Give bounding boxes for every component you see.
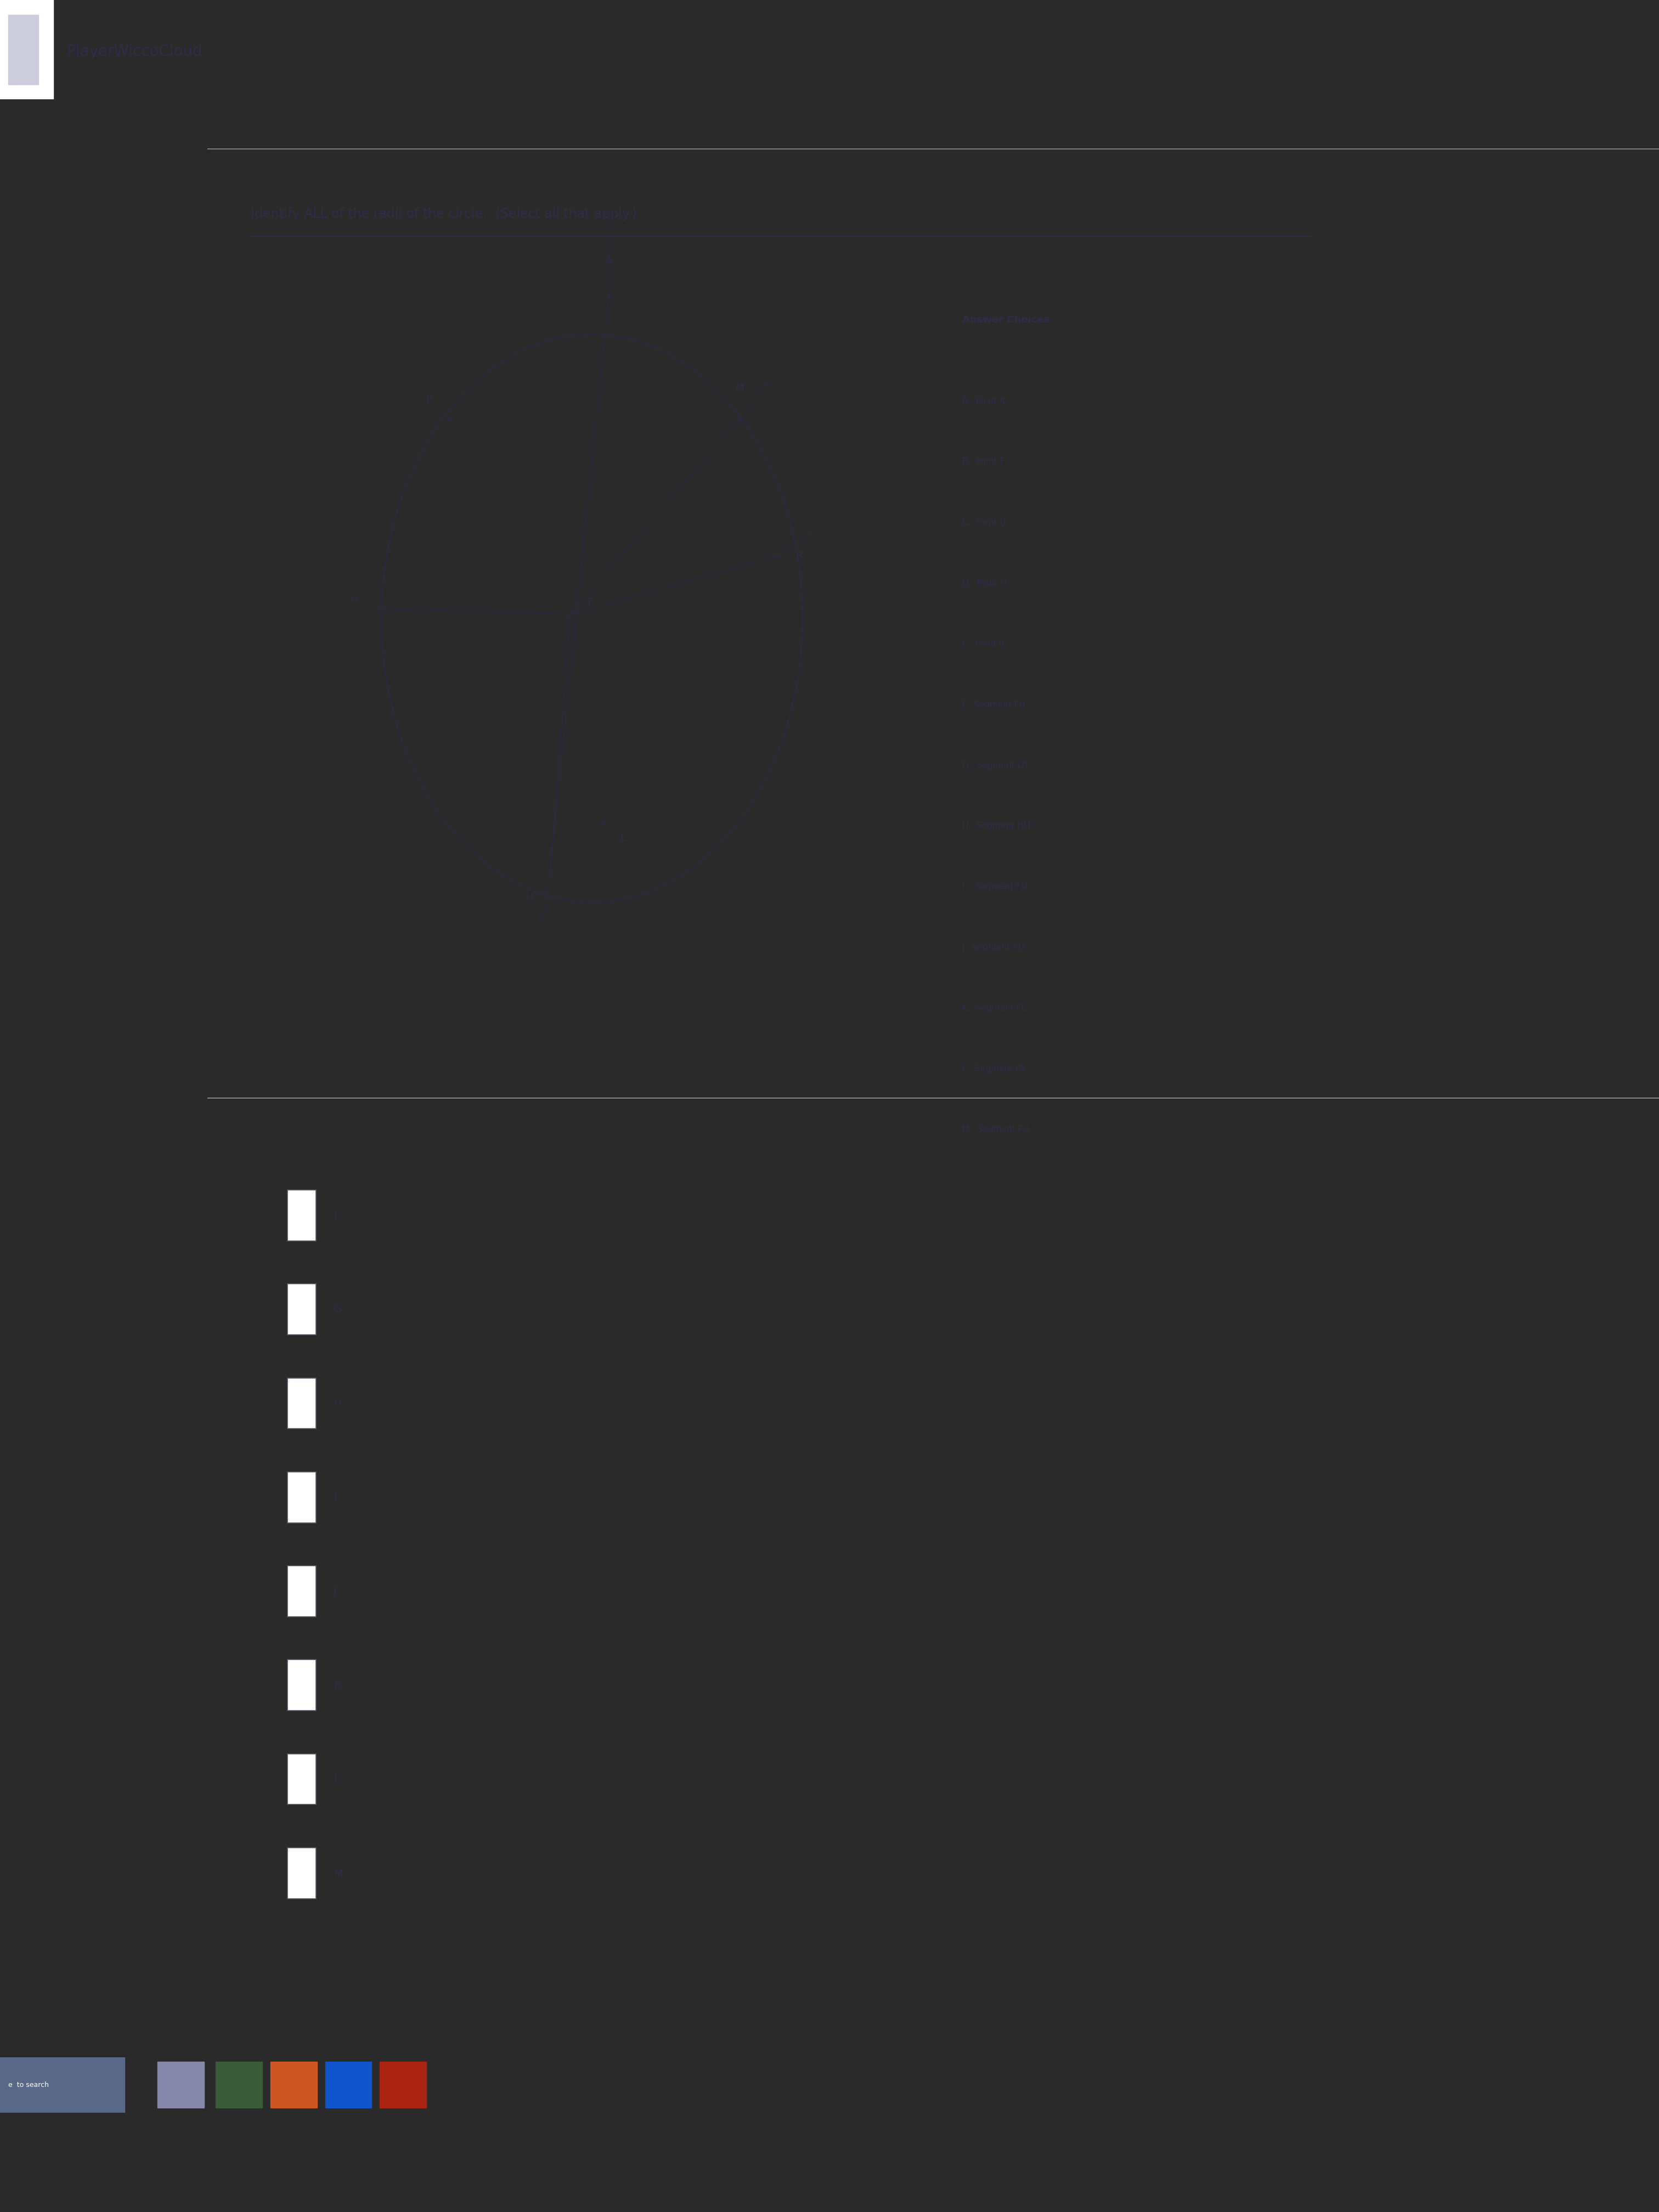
Text: H: H xyxy=(350,595,358,606)
Text: M: M xyxy=(735,383,743,394)
Text: E.  Point P: E. Point P xyxy=(962,639,1004,648)
Text: PlayerWiccoCloud: PlayerWiccoCloud xyxy=(66,44,202,60)
Bar xyxy=(158,2062,204,2108)
Bar xyxy=(270,2062,317,2108)
Text: F: F xyxy=(333,1210,340,1221)
Text: A: A xyxy=(606,254,612,265)
Text: M.  Segment FU: M. Segment FU xyxy=(962,1126,1029,1133)
Text: K.  Segment FL: K. Segment FL xyxy=(962,1004,1025,1013)
Bar xyxy=(8,15,38,84)
Text: L.  Segment FA: L. Segment FA xyxy=(962,1064,1025,1073)
Text: H.  Segment HM: H. Segment HM xyxy=(962,823,1030,830)
Text: Answer Choices: Answer Choices xyxy=(962,314,1050,325)
Text: G: G xyxy=(333,1305,342,1314)
FancyBboxPatch shape xyxy=(287,1190,317,1241)
Text: J: J xyxy=(333,1586,337,1597)
Text: C.  Point U: C. Point U xyxy=(962,518,1005,526)
FancyBboxPatch shape xyxy=(287,1659,317,1710)
FancyBboxPatch shape xyxy=(287,1378,317,1429)
Text: R: R xyxy=(796,551,803,562)
FancyBboxPatch shape xyxy=(287,1754,317,1805)
Text: e  to search: e to search xyxy=(8,2081,48,2088)
Bar xyxy=(0,0,53,100)
Text: I.   Segment FM: I. Segment FM xyxy=(962,883,1029,891)
Bar xyxy=(216,2062,262,2108)
Text: D.  Point H: D. Point H xyxy=(962,580,1007,588)
Text: H: H xyxy=(333,1398,342,1409)
Text: A.  Point A: A. Point A xyxy=(962,398,1005,405)
Text: B.  Point F: B. Point F xyxy=(962,458,1004,467)
Text: K: K xyxy=(333,1679,340,1690)
Text: U: U xyxy=(526,891,533,902)
Text: Identify ALL of the radii of the circle.  (Select all that apply.): Identify ALL of the radii of the circle.… xyxy=(251,208,637,221)
Text: L: L xyxy=(333,1774,340,1785)
Text: G.  Segment LR: G. Segment LR xyxy=(962,761,1029,770)
Text: L: L xyxy=(620,834,625,843)
Text: F.  Segment FH: F. Segment FH xyxy=(962,701,1025,708)
Bar xyxy=(325,2062,372,2108)
Text: M: M xyxy=(333,1867,343,1878)
FancyBboxPatch shape xyxy=(287,1566,317,1617)
Bar xyxy=(0,2057,124,2112)
Bar xyxy=(380,2062,426,2108)
FancyBboxPatch shape xyxy=(287,1471,317,1522)
Text: F: F xyxy=(587,597,594,608)
Text: J.  Segment AU: J. Segment AU xyxy=(962,942,1025,951)
Text: I: I xyxy=(333,1493,337,1502)
FancyBboxPatch shape xyxy=(287,1283,317,1334)
FancyBboxPatch shape xyxy=(287,1847,317,1898)
Text: P: P xyxy=(426,396,431,405)
